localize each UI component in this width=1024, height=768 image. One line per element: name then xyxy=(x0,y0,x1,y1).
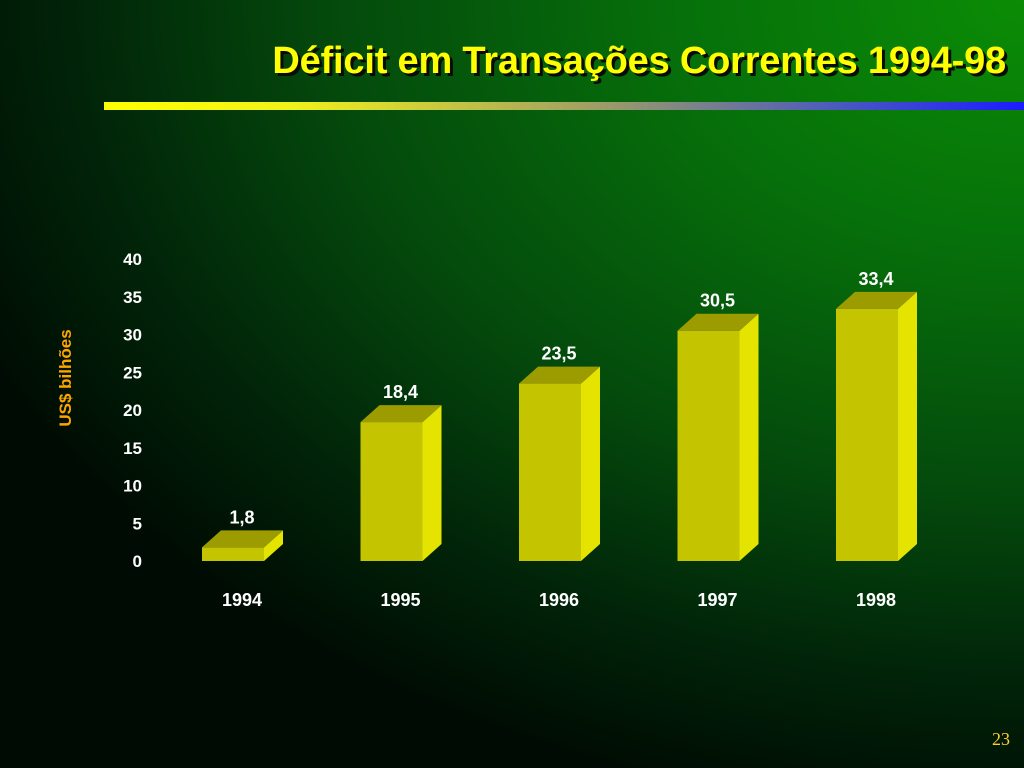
y-tick-label: 15 xyxy=(123,439,142,458)
bar-front-face xyxy=(519,383,581,561)
x-axis-ticks: 1994 1995 1996 1997 1998 xyxy=(222,590,896,610)
bar-top-face xyxy=(360,405,442,423)
bar-1994: 1,8 xyxy=(202,507,283,561)
bar-side-face xyxy=(739,313,759,561)
bar-side-face xyxy=(422,405,442,561)
y-tick-label: 25 xyxy=(123,363,142,382)
y-tick-label: 5 xyxy=(133,514,142,533)
y-tick-label: 20 xyxy=(123,401,142,420)
y-tick-label: 35 xyxy=(123,288,142,307)
x-tick-label: 1997 xyxy=(697,590,737,610)
bar-1997: 30,5 xyxy=(677,291,759,561)
bar-front-face xyxy=(677,330,740,561)
bar-side-face xyxy=(581,366,600,561)
bar-front-face xyxy=(360,422,423,561)
bar-1996: 23,5 xyxy=(519,344,600,561)
y-tick-label: 0 xyxy=(133,552,142,571)
bar-side-face xyxy=(264,530,283,561)
page-number: 23 xyxy=(992,729,1010,749)
bar-value-label: 33,4 xyxy=(858,269,893,289)
bar-1998: 33,4 xyxy=(836,269,917,561)
bar-value-label: 18,4 xyxy=(383,382,418,402)
bar-top-face xyxy=(677,313,759,331)
bar-front-face xyxy=(202,547,264,561)
bar-value-label: 1,8 xyxy=(229,507,254,527)
x-tick-label: 1998 xyxy=(856,590,896,610)
title-underline xyxy=(104,102,1024,110)
x-tick-label: 1995 xyxy=(380,590,420,610)
y-tick-label: 10 xyxy=(123,477,142,496)
bar-front-face xyxy=(836,308,898,561)
y-tick-label: 30 xyxy=(123,326,142,345)
y-tick-label: 40 xyxy=(123,250,142,269)
y-axis-ticks: 0 5 10 15 20 25 30 35 40 xyxy=(123,250,142,571)
bar-top-face xyxy=(202,530,283,548)
bar-top-face xyxy=(836,291,917,309)
bar-top-face xyxy=(519,366,600,384)
bar-value-label: 23,5 xyxy=(541,344,576,364)
x-tick-label: 1996 xyxy=(539,590,579,610)
slide-title: Déficit em Transações Correntes 1994-98 xyxy=(272,40,1006,82)
x-tick-label: 1994 xyxy=(222,590,262,610)
bar-value-label: 30,5 xyxy=(700,291,735,311)
bar-series: 1,8 18,4 23,5 30,5 33,4 xyxy=(202,269,917,561)
bar-1995: 18,4 xyxy=(360,382,442,561)
bar-side-face xyxy=(898,291,917,561)
